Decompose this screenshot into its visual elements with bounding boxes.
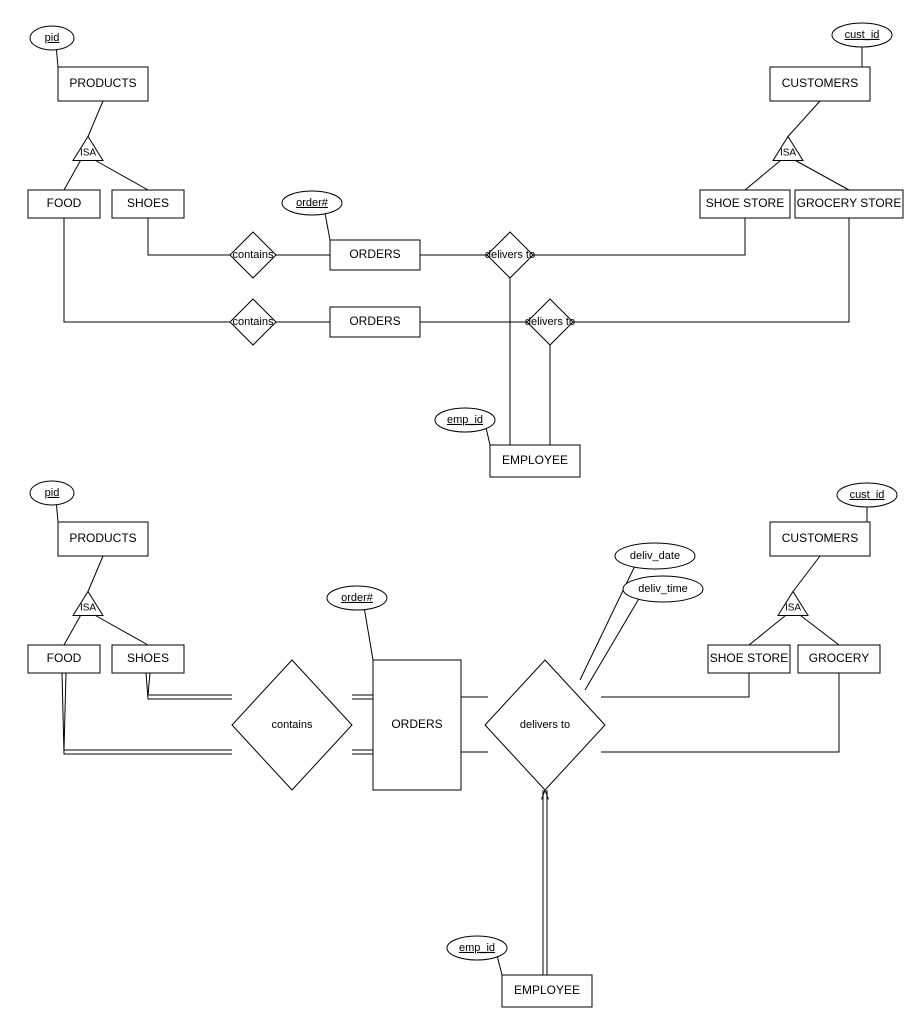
isa-child-edge — [749, 616, 786, 646]
svg-text:delivers to: delivers to — [485, 249, 535, 261]
svg-text:GROCERY STORE: GROCERY STORE — [797, 196, 902, 210]
svg-text:SHOES: SHOES — [127, 196, 169, 210]
svg-text:cust_id: cust_id — [845, 29, 880, 41]
isa-child-edge — [745, 161, 781, 191]
svg-text:PRODUCTS: PRODUCTS — [69, 531, 136, 545]
svg-text:cust_id: cust_id — [850, 489, 885, 501]
attr-edge — [56, 50, 58, 67]
edge — [148, 673, 232, 695]
svg-text:ORDERS: ORDERS — [391, 717, 442, 731]
svg-text:ISA: ISA — [80, 603, 96, 614]
svg-text:deliv_time: deliv_time — [638, 583, 688, 595]
isa-parent-edge — [793, 556, 820, 592]
svg-text:CUSTOMERS: CUSTOMERS — [782, 531, 858, 545]
svg-text:ISA: ISA — [785, 603, 801, 614]
svg-text:order#: order# — [296, 197, 329, 209]
attr-edge — [364, 610, 373, 660]
svg-text:ORDERS: ORDERS — [349, 314, 400, 328]
svg-text:pid: pid — [45, 487, 60, 499]
isa-child-edge — [64, 616, 81, 646]
svg-text:FOOD: FOOD — [47, 196, 82, 210]
svg-text:PRODUCTS: PRODUCTS — [69, 76, 136, 90]
edge — [148, 218, 230, 255]
svg-text:SHOES: SHOES — [127, 651, 169, 665]
svg-text:delivers to: delivers to — [520, 719, 570, 731]
svg-text:CUSTOMERS: CUSTOMERS — [782, 76, 858, 90]
svg-text:pid: pid — [45, 32, 60, 44]
svg-text:contains: contains — [272, 719, 313, 731]
svg-text:EMPLOYEE: EMPLOYEE — [514, 983, 580, 997]
isa-child-edge — [801, 616, 840, 646]
svg-text:emp_id: emp_id — [447, 414, 483, 426]
svg-text:SHOE STORE: SHOE STORE — [710, 651, 788, 665]
svg-text:ISA: ISA — [780, 148, 796, 159]
isa-child-edge — [796, 161, 850, 191]
edge — [533, 218, 745, 255]
svg-text:emp_id: emp_id — [459, 942, 495, 954]
attr-edge — [497, 957, 502, 975]
edge — [573, 218, 849, 322]
attr-edge — [486, 428, 490, 445]
svg-text:delivers to: delivers to — [525, 316, 575, 328]
isa-child-edge — [96, 161, 149, 191]
edge — [601, 673, 749, 697]
edge — [601, 673, 839, 752]
svg-text:EMPLOYEE: EMPLOYEE — [502, 453, 568, 467]
svg-text:deliv_date: deliv_date — [630, 550, 680, 562]
svg-text:ORDERS: ORDERS — [349, 247, 400, 261]
svg-text:GROCERY: GROCERY — [809, 651, 869, 665]
edge — [64, 673, 232, 750]
svg-text:SHOE STORE: SHOE STORE — [706, 196, 784, 210]
isa-parent-edge — [88, 101, 103, 137]
isa-parent-edge — [788, 101, 820, 137]
svg-text:ISA: ISA — [80, 148, 96, 159]
svg-text:contains: contains — [233, 249, 274, 261]
svg-text:contains: contains — [233, 316, 274, 328]
svg-text:order#: order# — [341, 592, 374, 604]
edge — [64, 218, 230, 322]
isa-child-edge — [64, 161, 81, 191]
attr-edge — [325, 214, 330, 240]
isa-parent-edge — [88, 556, 103, 592]
svg-text:FOOD: FOOD — [47, 651, 82, 665]
isa-child-edge — [96, 616, 149, 646]
attr-edge — [56, 505, 58, 522]
